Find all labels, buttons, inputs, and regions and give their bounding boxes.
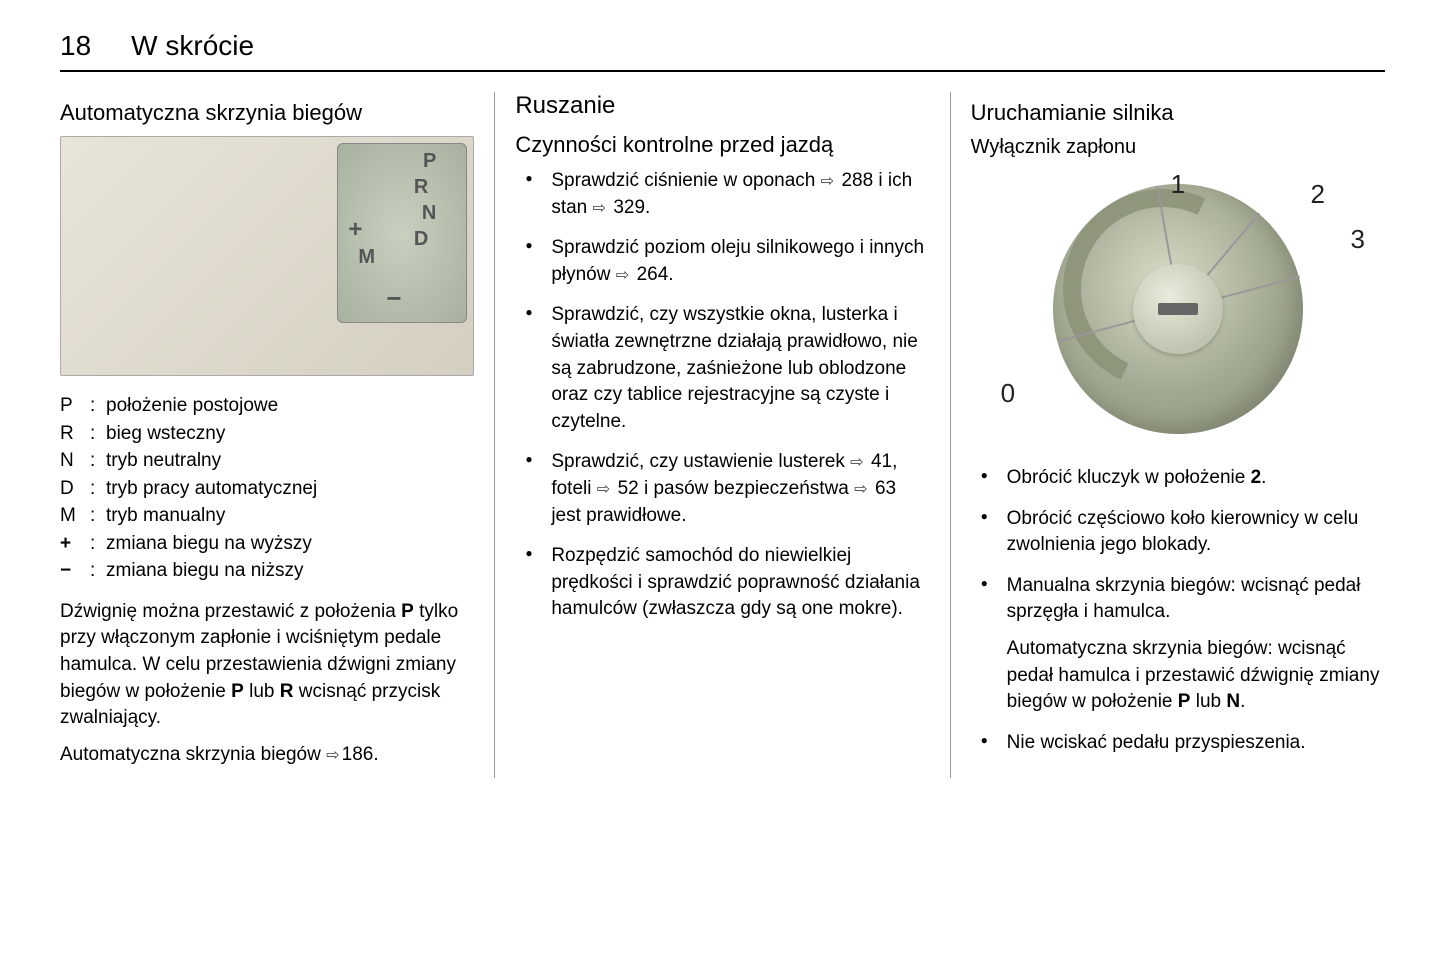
def-key: M: [60, 502, 84, 530]
column-1: Automatyczna skrzynia biegów P R N D M +…: [60, 92, 495, 778]
ref-icon: [326, 744, 342, 765]
col1-para2: Automatyczna skrzynia biegów 186.: [60, 742, 474, 769]
gear-label-n: N: [422, 202, 436, 225]
def-key: N: [60, 447, 84, 475]
ref-icon: [616, 264, 632, 285]
def-key: P: [60, 392, 84, 420]
def-key: −: [60, 557, 84, 585]
position-label-3: 3: [1351, 224, 1365, 255]
col2-heading: Ruszanie: [515, 92, 929, 120]
def-sep: :: [90, 420, 100, 448]
def-text: tryb manualny: [106, 502, 225, 530]
gear-shifter-image: P R N D M + −: [60, 136, 474, 376]
ignition-center: [1133, 264, 1223, 354]
gear-label-d: D: [414, 228, 428, 251]
def-key: D: [60, 475, 84, 503]
position-label-1: 1: [1171, 169, 1185, 200]
def-row: P:położenie postojowe: [60, 392, 474, 420]
def-row: D:tryb pracy automatycznej: [60, 475, 474, 503]
def-text: zmiana biegu na wyższy: [106, 530, 312, 558]
list-item: Sprawdzić, czy wszystkie okna, lusterka …: [515, 302, 929, 435]
def-row: −:zmiana biegu na niższy: [60, 557, 474, 585]
def-row: R:bieg wsteczny: [60, 420, 474, 448]
gear-label-r: R: [414, 176, 428, 199]
section-title: W skrócie: [131, 30, 254, 62]
col2-subheading: Czynności kontrolne przed jazdą: [515, 132, 929, 158]
def-text: bieg wsteczny: [106, 420, 225, 448]
gear-label-m: M: [358, 246, 375, 269]
list-item: Obrócić częściowo koło kierownicy w celu…: [971, 506, 1385, 559]
ref-icon: [821, 170, 837, 191]
def-sep: :: [90, 502, 100, 530]
col3-subheading: Wyłącznik zapłonu: [971, 136, 1385, 159]
def-sep: :: [90, 392, 100, 420]
col3-heading: Uruchamianie silnika: [971, 100, 1385, 126]
col1-para1: Dźwignię można przestawić z położenia P …: [60, 599, 474, 732]
def-row: N:tryb neutralny: [60, 447, 474, 475]
gear-label-minus: −: [386, 283, 401, 314]
list-item: Obrócić kluczyk w położenie 2.: [971, 465, 1385, 492]
def-sep: :: [90, 447, 100, 475]
def-key: R: [60, 420, 84, 448]
ignition-dial: [1053, 184, 1303, 434]
sub-paragraph: Automatyczna skrzynia biegów: wcisnąć pe…: [1007, 636, 1385, 716]
key-slot-icon: [1158, 303, 1198, 315]
def-row: +:zmiana biegu na wyższy: [60, 530, 474, 558]
page-number: 18: [60, 30, 91, 62]
gear-definitions: P:położenie postojowe R:bieg wsteczny N:…: [60, 392, 474, 585]
col1-heading: Automatyczna skrzynia biegów: [60, 100, 474, 126]
list-item: Sprawdzić, czy ustawienie lusterek 41, f…: [515, 449, 929, 529]
def-sep: :: [90, 475, 100, 503]
gear-label-p: P: [423, 150, 436, 173]
def-text: tryb pracy automatycznej: [106, 475, 317, 503]
ref-icon: [597, 478, 613, 499]
col2-bullet-list: Sprawdzić ciśnienie w oponach 288 i ich …: [515, 168, 929, 623]
list-item: Manualna skrzynia biegów: wcisnąć pedał …: [971, 573, 1385, 716]
gear-pattern-inset: P R N D M + −: [337, 143, 467, 323]
list-item: Rozpędzić samochód do niewielkiej prędko…: [515, 543, 929, 623]
column-2: Ruszanie Czynności kontrolne przed jazdą…: [495, 92, 950, 778]
column-3: Uruchamianie silnika Wyłącznik zapłonu 0…: [951, 92, 1385, 778]
def-key: +: [60, 530, 84, 558]
position-label-2: 2: [1311, 179, 1325, 210]
content-columns: Automatyczna skrzynia biegów P R N D M +…: [60, 92, 1385, 778]
def-sep: :: [90, 557, 100, 585]
list-item: Sprawdzić ciśnienie w oponach 288 i ich …: [515, 168, 929, 221]
def-row: M:tryb manualny: [60, 502, 474, 530]
def-text: zmiana biegu na niższy: [106, 557, 304, 585]
page-header: 18 W skrócie: [60, 30, 1385, 72]
ref-icon: [854, 478, 870, 499]
ref-icon: [850, 451, 866, 472]
gear-label-plus: +: [348, 216, 362, 244]
ref-icon: [593, 197, 609, 218]
def-sep: :: [90, 530, 100, 558]
position-label-0: 0: [1001, 378, 1015, 409]
def-text: tryb neutralny: [106, 447, 221, 475]
list-item: Nie wciskać pedału przyspieszenia.: [971, 730, 1385, 757]
list-item: Sprawdzić poziom oleju silnikowego i inn…: [515, 235, 929, 288]
col3-bullet-list: Obrócić kluczyk w położenie 2. Obrócić c…: [971, 465, 1385, 756]
def-text: położenie postojowe: [106, 392, 278, 420]
ignition-switch-image: 0 1 2 3: [971, 169, 1385, 449]
